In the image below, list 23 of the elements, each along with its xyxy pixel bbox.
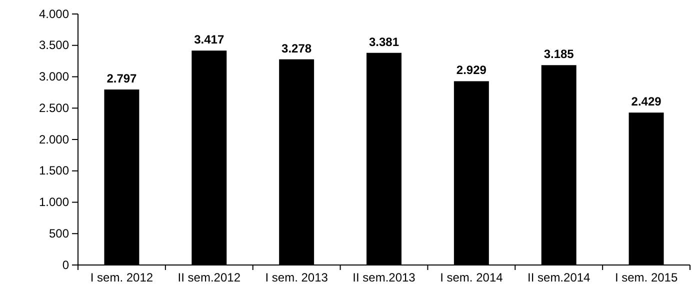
x-tick-label: I sem. 2014 (440, 270, 504, 285)
data-label: 2.429 (631, 94, 662, 109)
data-label: 2.797 (106, 71, 138, 86)
y-tick-label: 500 (48, 226, 70, 240)
data-label: 3.185 (544, 47, 574, 62)
y-tick-label: 3.500 (38, 38, 70, 52)
y-tick-label: 1.000 (38, 195, 70, 210)
data-label: 3.381 (368, 34, 400, 49)
y-tick-label: 2.500 (38, 100, 70, 115)
x-tick-label: I sem. 2013 (265, 270, 328, 285)
y-tick-label: 3.000 (38, 70, 70, 84)
data-label: 3.278 (282, 41, 312, 56)
y-tick-label: 4.000 (38, 6, 70, 21)
data-label: 2.929 (456, 63, 487, 78)
y-tick-label: 2.000 (38, 132, 70, 146)
x-tick-label: II sem.2013 (352, 270, 416, 285)
x-tick-label: I sem. 2012 (90, 270, 154, 285)
x-tick-label: II sem.2014 (528, 270, 591, 285)
y-tick-label: 1.500 (38, 164, 70, 178)
y-tick-label: 0 (62, 258, 70, 272)
x-tick-label: II sem.2012 (178, 270, 241, 285)
data-label: 3.417 (194, 32, 224, 47)
x-tick-label: I sem. 2015 (614, 270, 678, 285)
